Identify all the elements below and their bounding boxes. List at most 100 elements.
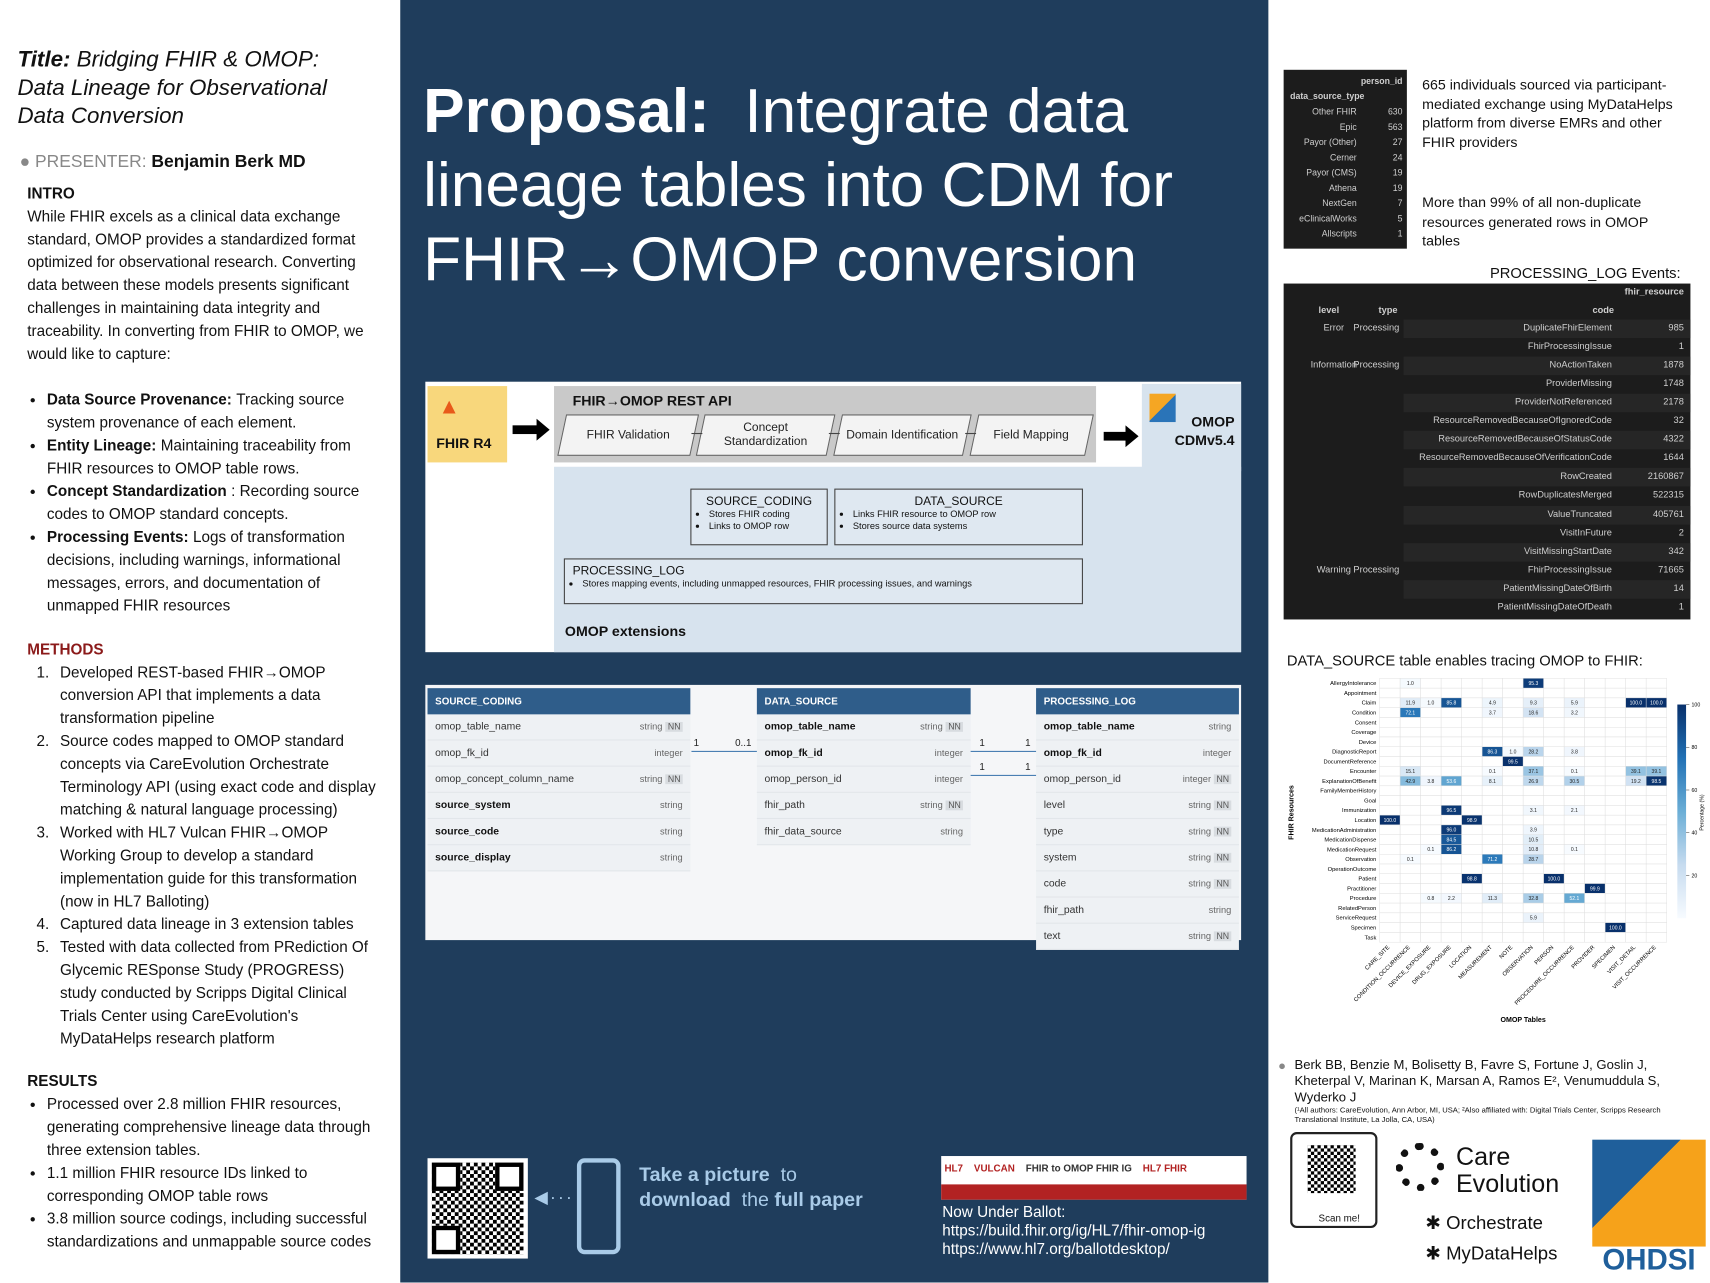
cell-label: 96.0 bbox=[1447, 828, 1457, 834]
colorbar-tick-label: 80 bbox=[1692, 745, 1698, 751]
bullet-text: Maintaining traceability from FHIR resou… bbox=[46, 436, 351, 477]
cell-label: 3.8 bbox=[1571, 749, 1578, 755]
colorbar-tick-label: 60 bbox=[1692, 788, 1698, 794]
empty-cell bbox=[1563, 854, 1585, 865]
empty-cell bbox=[1563, 902, 1585, 914]
y-tick-label: Appointment bbox=[1344, 691, 1377, 697]
cell-label: 0.1 bbox=[1407, 857, 1414, 863]
empty-cell bbox=[1379, 844, 1401, 855]
empty-cell bbox=[1420, 785, 1442, 796]
cell-label: 28.2 bbox=[1529, 749, 1539, 755]
empty-cell bbox=[1604, 883, 1626, 894]
empty-cell bbox=[1584, 912, 1606, 923]
cell-label: 5.9 bbox=[1571, 701, 1578, 707]
empty-cell bbox=[1522, 795, 1544, 806]
cell-label: 98.9 bbox=[1467, 818, 1477, 824]
dots: ◀··· bbox=[534, 1188, 574, 1208]
empty-cell bbox=[1604, 863, 1626, 875]
log-code: RowDuplicatesMerged bbox=[1518, 489, 1612, 500]
step-arrow bbox=[828, 432, 840, 435]
empty-cell bbox=[1379, 746, 1401, 757]
empty-cell bbox=[1440, 795, 1462, 806]
cell-label: 3.8 bbox=[1427, 779, 1434, 785]
empty-cell bbox=[1522, 863, 1544, 875]
row-shade bbox=[1403, 393, 1691, 413]
y-tick-label: Location bbox=[1355, 818, 1377, 824]
field-type: integer bbox=[1182, 773, 1212, 785]
empty-cell bbox=[1379, 766, 1401, 777]
empty-cell bbox=[1379, 805, 1401, 816]
row-label: Other FHIR bbox=[1312, 106, 1357, 117]
empty-cell bbox=[1522, 726, 1544, 738]
empty-cell bbox=[1563, 932, 1585, 943]
step-label: Domain Identification bbox=[846, 428, 959, 442]
empty-cell bbox=[1420, 766, 1442, 777]
empty-cell bbox=[1379, 736, 1401, 747]
erd-field: omop_table_name string NN bbox=[756, 714, 971, 741]
method-item: Developed REST-based FHIR→OMOP conversio… bbox=[53, 661, 378, 730]
empty-cell bbox=[1604, 902, 1626, 914]
log-code: RowCreated bbox=[1560, 470, 1612, 482]
field-type: string bbox=[660, 851, 683, 863]
empty-cell bbox=[1604, 775, 1626, 787]
field-nn: NN bbox=[1214, 826, 1232, 836]
erd-field: source_display string bbox=[427, 845, 691, 872]
bullet-term: Processing Events: bbox=[46, 527, 189, 546]
empty-cell bbox=[1502, 922, 1524, 933]
cell-label: 42.9 bbox=[1405, 779, 1415, 785]
field-name: source_display bbox=[435, 851, 511, 864]
colorbar bbox=[1677, 704, 1687, 919]
empty-cell bbox=[1399, 824, 1421, 835]
empty-cell bbox=[1461, 932, 1483, 943]
row-count: 19 bbox=[1392, 167, 1403, 178]
empty-cell bbox=[1584, 736, 1606, 747]
empty-cell bbox=[1379, 726, 1401, 738]
empty-cell bbox=[1440, 883, 1462, 894]
cell-label: 19.2 bbox=[1631, 779, 1641, 785]
log-code: ResourceRemovedBecauseOfVerificationCode bbox=[1419, 451, 1612, 463]
extension-name: PROCESSING_LOG bbox=[572, 564, 685, 579]
empty-cell bbox=[1461, 775, 1483, 787]
erd-field: omop_fk_id integer bbox=[427, 741, 691, 767]
empty-cell bbox=[1502, 736, 1524, 747]
colorbar-tick-label: 100 bbox=[1692, 702, 1701, 708]
empty-cell bbox=[1563, 834, 1585, 845]
extensions-label: OMOP extensions bbox=[564, 622, 687, 640]
row-count: 5 bbox=[1397, 213, 1403, 224]
extension-bullet: Links FHIR resource to OMOP row bbox=[853, 508, 1082, 520]
log-count: 342 bbox=[1668, 544, 1684, 556]
empty-cell bbox=[1420, 824, 1442, 835]
cell-label: 0.1 bbox=[1571, 769, 1578, 775]
row-count: 27 bbox=[1392, 137, 1403, 148]
empty-cell bbox=[1379, 902, 1401, 914]
cell-label: 1.0 bbox=[1427, 701, 1434, 707]
cell-label: 53.6 bbox=[1447, 779, 1457, 785]
cell-label: 84.5 bbox=[1447, 837, 1457, 843]
empty-cell bbox=[1604, 795, 1626, 806]
intro-heading: INTRO bbox=[27, 184, 75, 202]
badge: HL7 bbox=[944, 1162, 964, 1174]
empty-cell bbox=[1563, 863, 1585, 875]
empty-cell bbox=[1379, 717, 1401, 728]
empty-cell bbox=[1625, 873, 1647, 884]
empty-cell bbox=[1543, 756, 1565, 767]
field-type: string bbox=[639, 720, 663, 732]
empty-cell bbox=[1625, 746, 1647, 757]
log-count: 405761 bbox=[1652, 507, 1684, 519]
result-item: 3.8 million source codings, including su… bbox=[47, 1207, 382, 1253]
method-item: Source codes mapped to OMOP standard con… bbox=[53, 730, 378, 822]
empty-cell bbox=[1379, 678, 1401, 689]
empty-cell bbox=[1420, 746, 1442, 757]
bullet-term: Data Source Provenance: bbox=[46, 390, 232, 408]
empty-cell bbox=[1379, 756, 1401, 767]
bullet-text: Tracking source system provenance of eac… bbox=[46, 390, 345, 431]
empty-cell bbox=[1522, 687, 1544, 699]
stat: 665 individuals sourced via participant-… bbox=[1422, 76, 1673, 150]
empty-cell bbox=[1502, 707, 1524, 718]
empty-cell bbox=[1645, 785, 1667, 796]
orchestrate: Orchestrate bbox=[1446, 1212, 1543, 1234]
empty-cell bbox=[1584, 746, 1606, 757]
extension-bullet: Links to OMOP row bbox=[709, 520, 827, 532]
cell-label: 86.2 bbox=[1447, 847, 1457, 853]
empty-cell bbox=[1502, 854, 1524, 865]
